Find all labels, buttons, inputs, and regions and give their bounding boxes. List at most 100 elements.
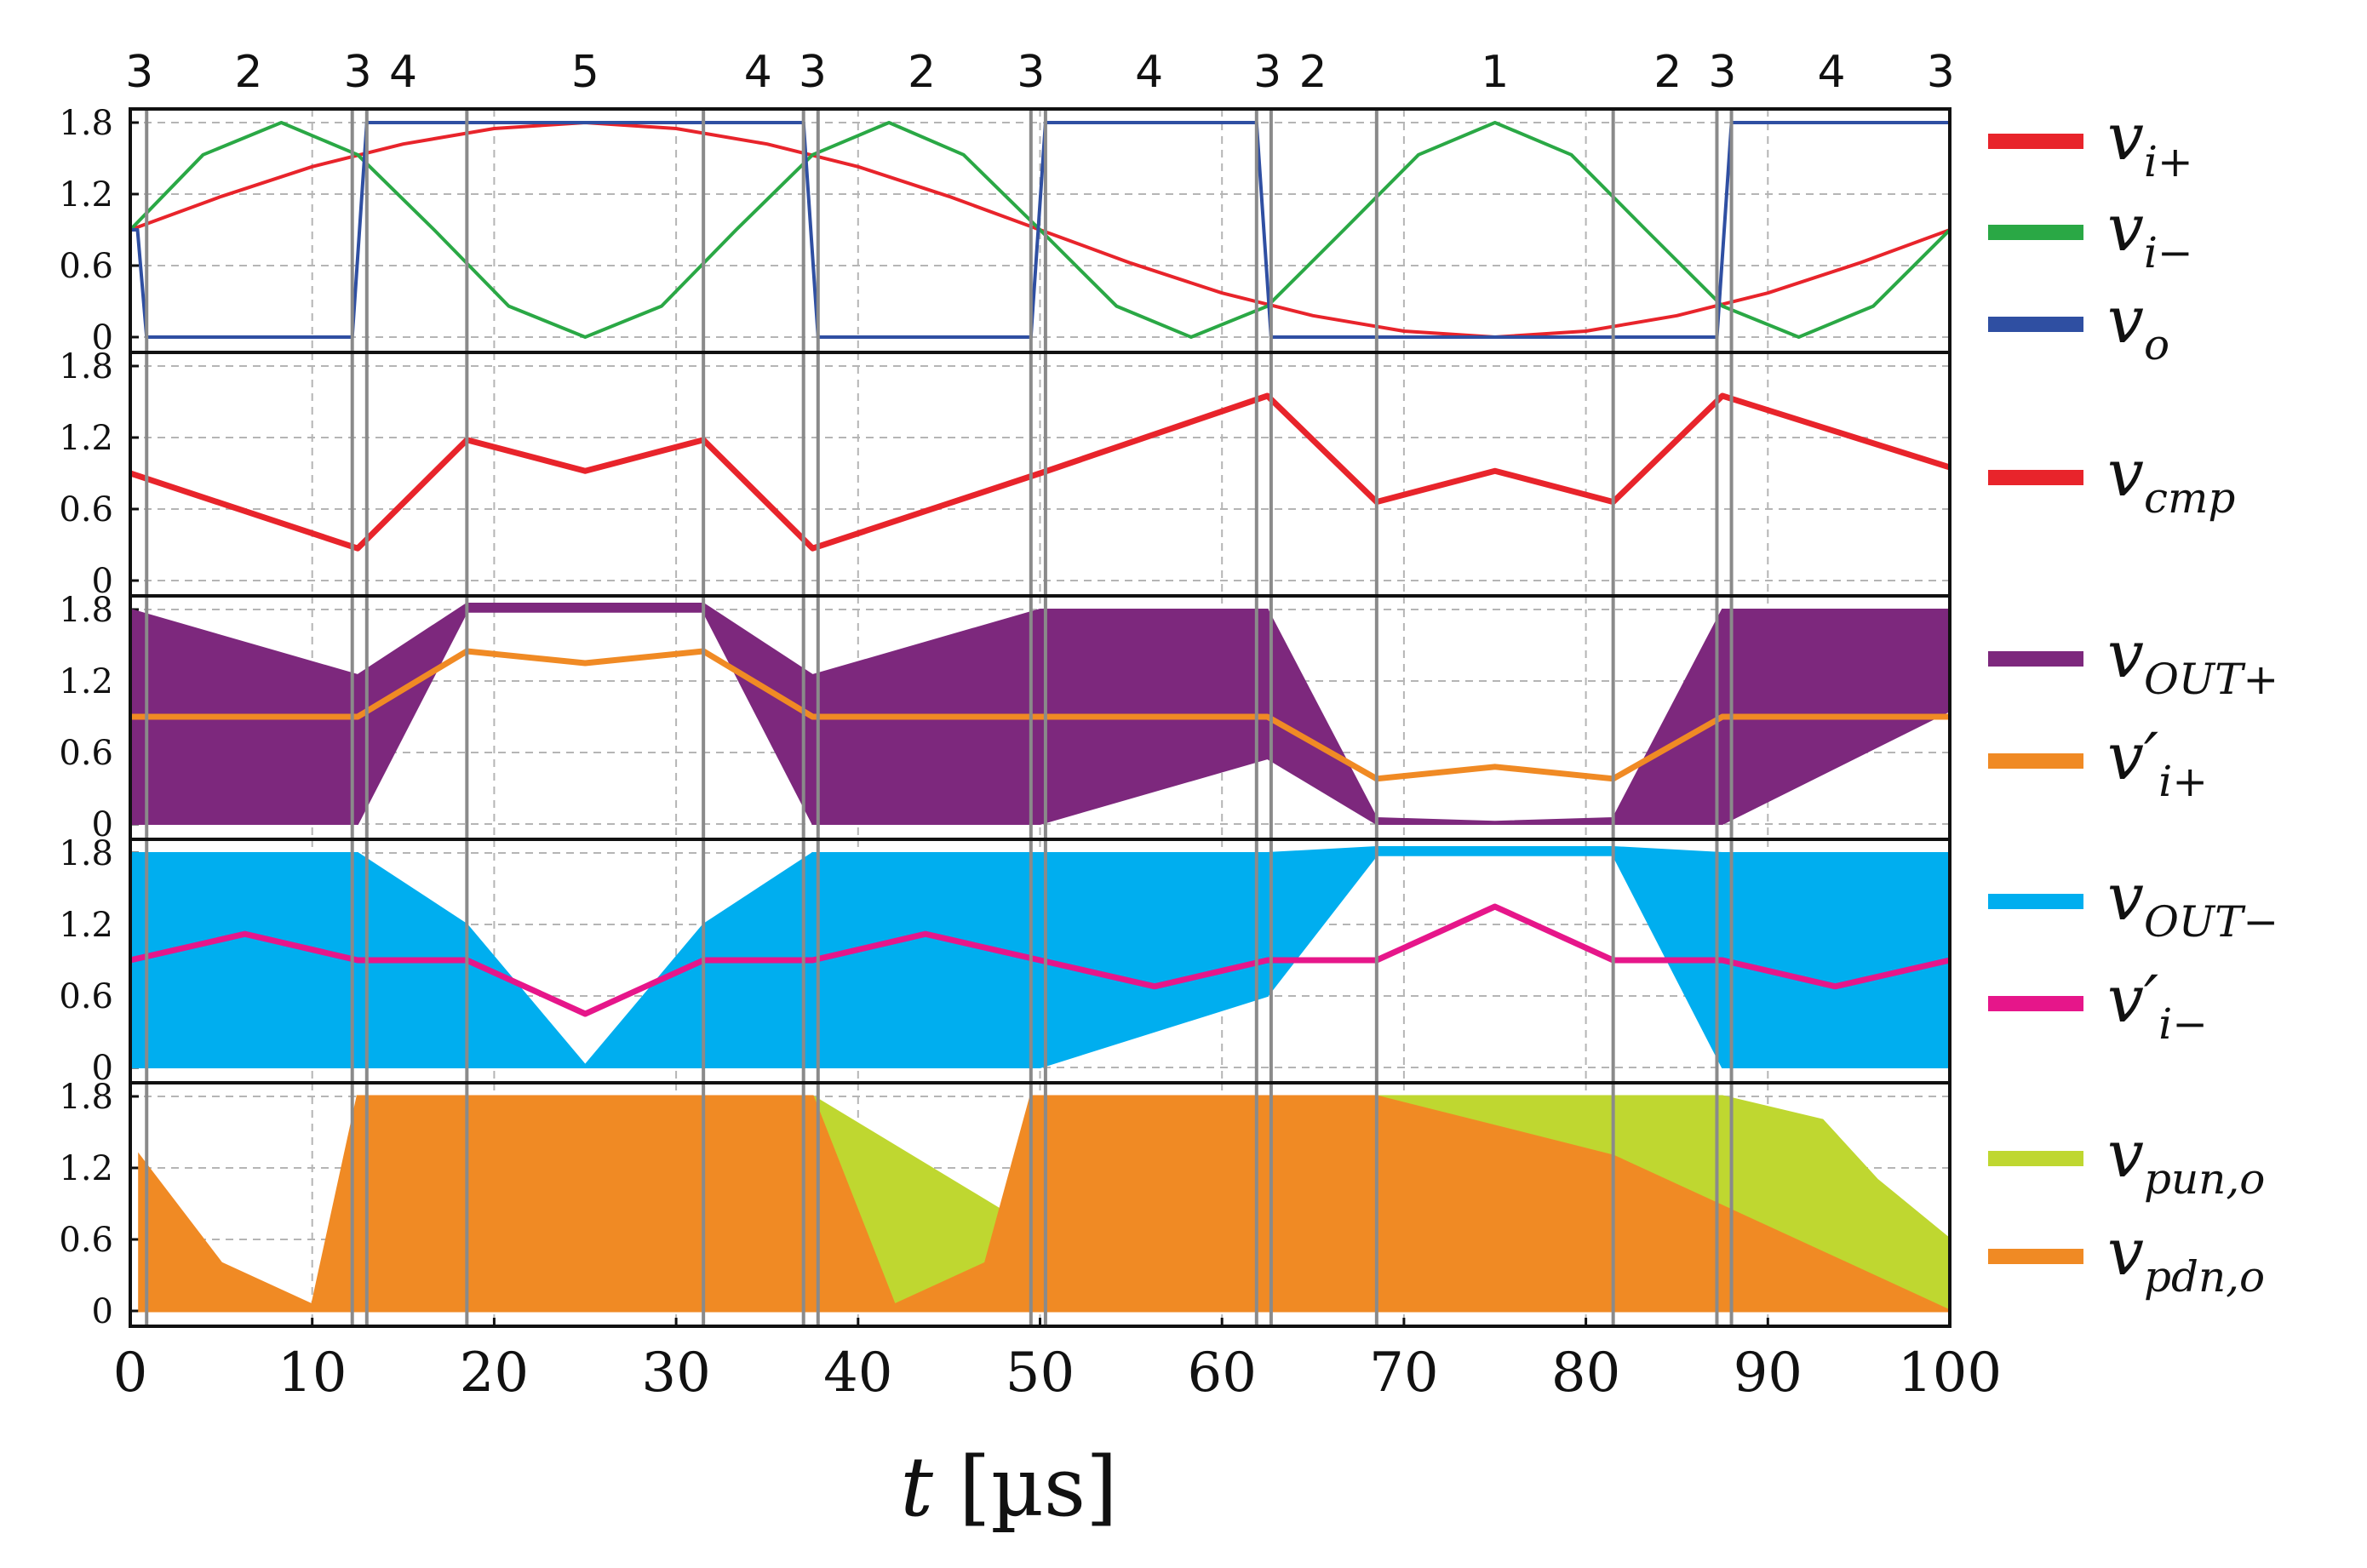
x-tick-label: 0	[113, 1342, 148, 1405]
region-boundaries	[145, 839, 1734, 1083]
series-v-i-	[130, 903, 1950, 1017]
region-label: 5	[571, 47, 599, 98]
panel-out-minus: 0 0.6 1.2 1.8	[59, 834, 1951, 1088]
y-tick-label: 0.6	[59, 977, 113, 1016]
y-tick-label: 1.2	[59, 419, 113, 458]
region-label: 2	[908, 47, 936, 98]
x-tick-label: 20	[460, 1342, 529, 1405]
region-label: 4	[1818, 47, 1846, 98]
x-axis-ticks: 0 10 20 30 40 50 60 70 80 90 100	[113, 1318, 2002, 1405]
legend-v-i-: v′i−	[1988, 961, 2208, 1049]
legend-swatch	[1988, 317, 2083, 332]
y-tick-label: 1.8	[59, 104, 113, 143]
panel-stack: 00.61.21.800.61.21.800.61.21.800.61.21.8…	[59, 104, 1951, 1331]
legend-v-out-: vOUT+	[1988, 616, 2278, 704]
series-v-i-	[130, 121, 1950, 339]
x-tick-label: 30	[641, 1342, 710, 1405]
y-tick-label: 1.2	[59, 175, 113, 215]
legend-subscript: i−	[2158, 999, 2208, 1049]
legend-subscript: cmp	[2144, 473, 2235, 523]
legend-subscript: i+	[2144, 137, 2193, 186]
legend-symbol: v′	[2107, 718, 2158, 794]
legend-subscript: OUT+	[2144, 655, 2278, 704]
legend-swatch	[1988, 894, 2083, 909]
region-boundaries	[145, 596, 1734, 839]
region-label: 3	[344, 47, 372, 98]
y-tick-label: 0	[92, 1292, 113, 1331]
legend-swatch	[1988, 134, 2083, 149]
region-label: 3	[1017, 47, 1045, 98]
legend-symbol: v	[2107, 859, 2144, 935]
legend-subscript: OUT−	[2144, 897, 2278, 947]
panel-comparator: 0 0.6 1.2 1.8	[59, 347, 1951, 601]
x-tick-label: 80	[1551, 1342, 1620, 1405]
series-group	[130, 846, 1950, 1068]
legend-swatch	[1988, 651, 2083, 667]
legend-v-o: vo	[1988, 282, 2169, 369]
legend-v-i-: v′i+	[1988, 718, 2208, 806]
region-label: 2	[1653, 47, 1682, 98]
legend-symbol: v	[2107, 435, 2144, 511]
y-tick-label: 0.6	[59, 247, 113, 286]
y-tick-label: 0	[92, 805, 113, 844]
legend-swatch	[1988, 996, 2083, 1011]
legend-symbol: v	[2107, 282, 2144, 358]
region-label: 3	[1253, 47, 1281, 98]
legend-swatch	[1988, 1249, 2083, 1264]
region-boundaries	[145, 352, 1734, 596]
x-tick-label: 90	[1734, 1342, 1802, 1405]
legend-subscript: i+	[2158, 757, 2208, 806]
legend-v-pun-o: vpun,o	[1988, 1116, 2265, 1204]
series-group	[130, 603, 1950, 825]
legend-label: vOUT+	[2107, 616, 2278, 704]
legend-swatch	[1988, 1151, 2083, 1166]
x-tick-label: 70	[1369, 1342, 1438, 1405]
legend-symbol: v	[2107, 1116, 2144, 1192]
region-label: 3	[799, 47, 827, 98]
y-tick-label: 1.8	[59, 834, 113, 873]
region-label: 2	[1299, 47, 1327, 98]
legend-v-cmp: vcmp	[1988, 435, 2235, 523]
x-axis-label: t [µs]	[900, 1439, 1117, 1535]
region-label: 4	[1135, 47, 1163, 98]
legend-label: v′i+	[2107, 718, 2208, 806]
legend-label: vpun,o	[2107, 1116, 2265, 1204]
legend-v-i-: vi−	[1988, 190, 2193, 278]
legend-swatch	[1988, 753, 2083, 769]
region-boundaries	[145, 1083, 1734, 1326]
x-axis-label-unit: [µs]	[959, 1439, 1118, 1535]
series-group	[130, 392, 1950, 552]
series-v-cmp	[130, 392, 1950, 552]
panel-out-plus: 0 0.6 1.2 1.8	[59, 591, 1951, 844]
region-label: 3	[125, 47, 153, 98]
y-tick-label: 1.8	[59, 591, 113, 630]
region-label: 1	[1481, 47, 1509, 98]
legend-label: vcmp	[2107, 435, 2235, 523]
x-tick-label: 10	[278, 1342, 347, 1405]
x-tick-label: 50	[1006, 1342, 1075, 1405]
legend-label: v′i−	[2107, 961, 2208, 1049]
x-tick-label: 60	[1187, 1342, 1256, 1405]
legend-symbol: v′	[2107, 961, 2158, 1037]
legend-label: vi−	[2107, 190, 2193, 278]
series-v-o	[130, 121, 1950, 339]
y-tick-label: 0	[92, 1049, 113, 1088]
region-label: 2	[234, 47, 262, 98]
y-tick-label: 0.6	[59, 734, 113, 773]
y-tick-label: 0	[92, 318, 113, 358]
legend-v-i-: vi+	[1988, 99, 2193, 186]
legend-label: vi+	[2107, 99, 2193, 186]
region-label: 3	[1927, 47, 1955, 98]
legend-v-out-: vOUT−	[1988, 859, 2278, 947]
legend-symbol: v	[2107, 616, 2144, 692]
legend-subscript: o	[2144, 320, 2169, 369]
x-tick-label: 100	[1898, 1342, 2002, 1405]
region-label: 4	[744, 47, 772, 98]
legend-swatch	[1988, 470, 2083, 485]
legend-subscript: i−	[2144, 228, 2193, 278]
legend-label: vOUT−	[2107, 859, 2278, 947]
y-tick-label: 0.6	[59, 490, 113, 529]
panel-drivers: 0 0.6 1.2 1.8	[59, 1078, 1951, 1331]
